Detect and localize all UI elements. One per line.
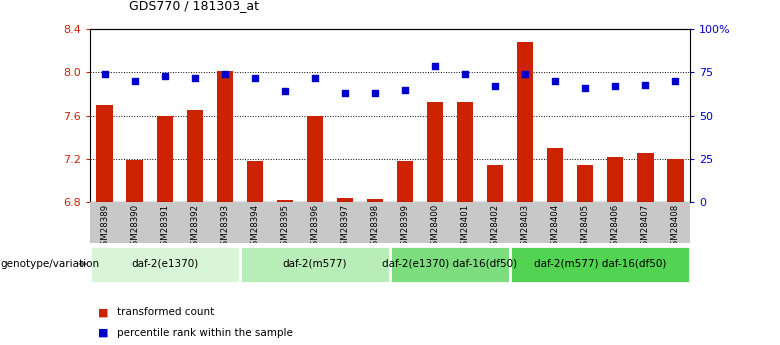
Text: daf-2(m577): daf-2(m577): [282, 259, 347, 269]
Point: [639, 82, 651, 87]
FancyBboxPatch shape: [390, 246, 510, 283]
Point: [429, 63, 441, 68]
Bar: [427, 101, 443, 202]
Bar: [487, 165, 503, 202]
Text: daf-2(m577) daf-16(df50): daf-2(m577) daf-16(df50): [534, 259, 666, 269]
Bar: [577, 165, 594, 202]
Point: [369, 90, 381, 96]
Text: GSM28399: GSM28399: [400, 204, 410, 251]
Point: [519, 71, 531, 77]
Text: daf-2(e1370) daf-16(df50): daf-2(e1370) daf-16(df50): [382, 259, 518, 269]
Bar: [246, 161, 263, 202]
Text: GSM28400: GSM28400: [431, 204, 440, 251]
Point: [549, 78, 562, 84]
Bar: [186, 110, 203, 202]
Point: [579, 85, 591, 91]
Text: GSM28393: GSM28393: [220, 204, 229, 251]
Text: genotype/variation: genotype/variation: [1, 259, 100, 269]
Bar: [307, 116, 323, 202]
Bar: [217, 71, 233, 202]
FancyBboxPatch shape: [90, 246, 240, 283]
Bar: [607, 157, 623, 202]
Text: transformed count: transformed count: [117, 307, 215, 317]
Point: [459, 71, 471, 77]
Bar: [157, 116, 173, 202]
Bar: [667, 159, 683, 202]
Bar: [457, 101, 473, 202]
Point: [189, 75, 201, 80]
Bar: [126, 160, 143, 202]
Text: percentile rank within the sample: percentile rank within the sample: [117, 328, 292, 338]
Text: GSM28397: GSM28397: [340, 204, 349, 251]
Bar: [367, 199, 383, 202]
Point: [278, 89, 291, 94]
FancyBboxPatch shape: [510, 246, 690, 283]
Text: GSM28408: GSM28408: [671, 204, 680, 251]
Text: GSM28392: GSM28392: [190, 204, 200, 251]
Text: GSM28404: GSM28404: [551, 204, 560, 251]
Text: GSM28394: GSM28394: [250, 204, 260, 251]
Point: [669, 78, 682, 84]
Point: [98, 71, 111, 77]
Bar: [637, 153, 654, 202]
Text: GSM28407: GSM28407: [640, 204, 650, 251]
Text: GSM28398: GSM28398: [370, 204, 380, 251]
Text: ■: ■: [98, 328, 108, 338]
Bar: [277, 200, 293, 202]
Text: GSM28395: GSM28395: [280, 204, 289, 251]
Text: GSM28402: GSM28402: [491, 204, 500, 251]
Text: GSM28403: GSM28403: [520, 204, 530, 251]
Bar: [397, 161, 413, 202]
Point: [309, 75, 321, 80]
Text: GDS770 / 181303_at: GDS770 / 181303_at: [129, 0, 259, 12]
Point: [339, 90, 351, 96]
Text: daf-2(e1370): daf-2(e1370): [131, 259, 198, 269]
Text: GSM28389: GSM28389: [100, 204, 109, 251]
Bar: [337, 197, 353, 202]
Bar: [547, 148, 563, 202]
Point: [129, 78, 141, 84]
Text: GSM28390: GSM28390: [130, 204, 140, 251]
Text: ■: ■: [98, 307, 108, 317]
Text: GSM28391: GSM28391: [160, 204, 169, 251]
Point: [609, 83, 622, 89]
Point: [158, 73, 171, 79]
Text: GSM28405: GSM28405: [580, 204, 590, 251]
Bar: [517, 42, 534, 202]
Point: [489, 83, 502, 89]
Text: GSM28396: GSM28396: [310, 204, 320, 251]
Text: GSM28401: GSM28401: [460, 204, 470, 251]
Bar: [97, 105, 113, 202]
Point: [399, 87, 411, 92]
Point: [218, 71, 231, 77]
FancyBboxPatch shape: [240, 246, 390, 283]
Text: GSM28406: GSM28406: [611, 204, 620, 251]
Point: [249, 75, 261, 80]
